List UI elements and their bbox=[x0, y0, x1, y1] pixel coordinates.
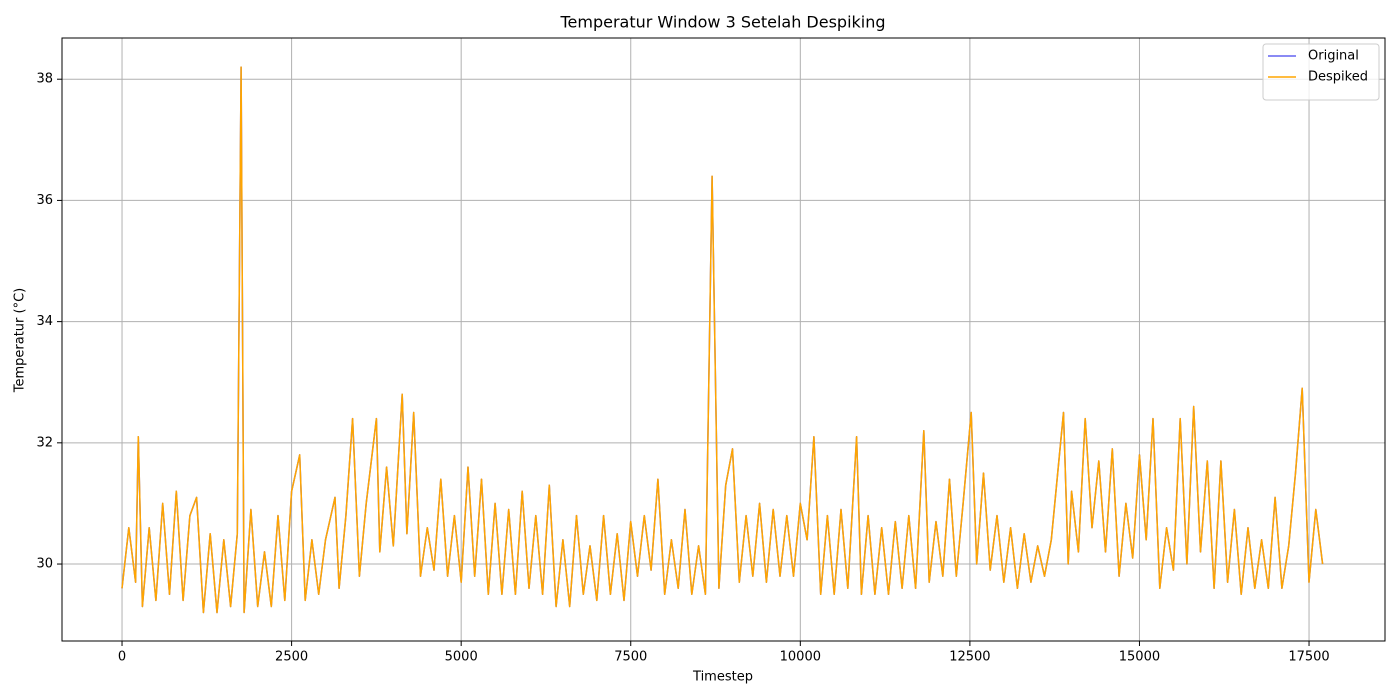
legend-label: Despiked bbox=[1308, 70, 1368, 85]
y-tick-label: 38 bbox=[36, 72, 53, 87]
x-tick-label: 10000 bbox=[780, 650, 821, 665]
x-tick-label: 5000 bbox=[445, 650, 478, 665]
chart-title: Temperatur Window 3 Setelah Despiking bbox=[559, 13, 885, 32]
x-axis-label: Timestep bbox=[692, 670, 753, 685]
x-tick-label: 12500 bbox=[949, 650, 990, 665]
x-tick-label: 7500 bbox=[614, 650, 647, 665]
series-line bbox=[121, 66, 1324, 614]
legend-box bbox=[1262, 43, 1380, 101]
x-tick-label: 15000 bbox=[1119, 650, 1160, 665]
legend-label: Original bbox=[1308, 49, 1359, 64]
x-tick-label: 2500 bbox=[275, 650, 308, 665]
y-tick-label: 30 bbox=[36, 557, 53, 572]
x-tick-label: 17500 bbox=[1288, 650, 1329, 665]
x-tick-label: 0 bbox=[118, 650, 126, 665]
y-tick-label: 34 bbox=[36, 314, 53, 329]
plot-frame bbox=[61, 37, 1386, 642]
y-tick-label: 32 bbox=[36, 435, 53, 450]
y-axis-label: Temperatur (°C) bbox=[13, 288, 28, 394]
y-tick-label: 36 bbox=[36, 193, 53, 208]
